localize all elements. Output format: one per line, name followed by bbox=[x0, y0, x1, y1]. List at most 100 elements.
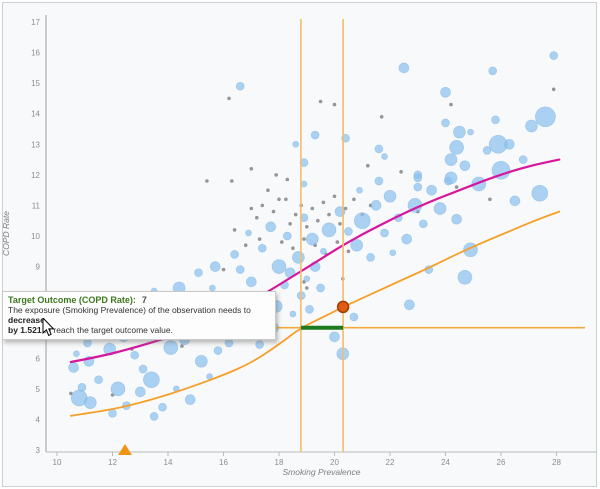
observation-bubble[interactable] bbox=[320, 247, 327, 255]
observation-bubble[interactable] bbox=[366, 253, 375, 262]
comparison-dot[interactable] bbox=[280, 240, 284, 244]
comparison-dot[interactable] bbox=[232, 228, 237, 232]
comparison-dot[interactable] bbox=[257, 237, 262, 241]
observation-bubble[interactable] bbox=[453, 125, 466, 139]
observation-bubble[interactable] bbox=[235, 81, 245, 91]
observation-bubble[interactable] bbox=[413, 173, 423, 183]
observation-bubble[interactable] bbox=[184, 394, 196, 405]
comparison-dot[interactable] bbox=[332, 194, 337, 199]
observation-bubble[interactable] bbox=[271, 259, 287, 274]
comparison-dot[interactable] bbox=[180, 344, 184, 348]
observation-bubble[interactable] bbox=[467, 128, 474, 136]
observation-bubble[interactable] bbox=[398, 62, 410, 74]
observation-bubble[interactable] bbox=[257, 243, 267, 253]
observation-bubble[interactable] bbox=[299, 158, 309, 167]
comparison-dot[interactable] bbox=[310, 206, 315, 211]
observation-bubble[interactable] bbox=[491, 115, 500, 125]
observation-bubble[interactable] bbox=[138, 364, 148, 374]
observation-bubble[interactable] bbox=[459, 160, 471, 172]
comparison-dot[interactable] bbox=[551, 87, 556, 92]
observation-bubble[interactable] bbox=[235, 265, 245, 274]
observation-bubble[interactable] bbox=[73, 350, 80, 358]
comparison-dot[interactable] bbox=[318, 99, 323, 104]
exposure-marker-triangle[interactable] bbox=[118, 444, 132, 455]
observation-bubble[interactable] bbox=[209, 261, 221, 272]
observation-bubble[interactable] bbox=[158, 402, 167, 412]
comparison-dot[interactable] bbox=[335, 240, 340, 244]
observation-bubble[interactable] bbox=[356, 186, 363, 194]
observation-bubble[interactable] bbox=[329, 331, 340, 343]
comparison-dot[interactable] bbox=[302, 237, 306, 241]
observation-bubble[interactable] bbox=[374, 144, 384, 154]
comparison-dot[interactable] bbox=[284, 197, 288, 202]
observation-bubble[interactable] bbox=[213, 346, 223, 355]
observation-bubble[interactable] bbox=[383, 189, 397, 203]
observation-bubble[interactable] bbox=[344, 227, 353, 236]
comparison-dot[interactable] bbox=[293, 212, 298, 217]
observation-bubble[interactable] bbox=[245, 276, 257, 288]
observation-bubble[interactable] bbox=[305, 305, 314, 314]
observation-bubble[interactable] bbox=[449, 140, 464, 155]
observation-bubble[interactable] bbox=[535, 106, 556, 128]
observation-bubble[interactable] bbox=[255, 340, 264, 349]
comparison-dot[interactable] bbox=[316, 218, 320, 223]
observation-bubble[interactable] bbox=[130, 350, 140, 360]
comparison-dot[interactable] bbox=[288, 222, 292, 226]
comparison-dot[interactable] bbox=[254, 215, 259, 220]
comparison-dot[interactable] bbox=[249, 206, 254, 211]
observation-bubble[interactable] bbox=[350, 238, 364, 252]
observation-bubble[interactable] bbox=[134, 386, 146, 398]
comparison-dot[interactable] bbox=[488, 197, 492, 202]
comparison-dot[interactable] bbox=[227, 96, 231, 101]
comparison-dot[interactable] bbox=[266, 188, 270, 192]
observation-bubble[interactable] bbox=[83, 338, 92, 348]
comparison-dot[interactable] bbox=[291, 246, 295, 250]
comparison-dot[interactable] bbox=[285, 177, 290, 182]
comparison-dot[interactable] bbox=[271, 209, 276, 214]
observation-bubble[interactable] bbox=[433, 202, 447, 215]
observation-bubble[interactable] bbox=[444, 153, 458, 166]
observation-bubble[interactable] bbox=[488, 134, 508, 154]
observation-bubble[interactable] bbox=[163, 340, 179, 355]
comparison-dot[interactable] bbox=[321, 200, 326, 205]
observation-bubble[interactable] bbox=[381, 153, 388, 160]
observation-bubble[interactable] bbox=[488, 66, 498, 76]
observation-bubble[interactable] bbox=[110, 381, 126, 397]
comparison-dot[interactable] bbox=[366, 163, 370, 168]
observation-bubble[interactable] bbox=[413, 182, 423, 192]
observation-bubble[interactable] bbox=[321, 222, 337, 238]
observation-bubble[interactable] bbox=[303, 275, 311, 283]
comparison-dot[interactable] bbox=[243, 243, 248, 247]
comparison-dot[interactable] bbox=[277, 197, 281, 202]
observation-bubble[interactable] bbox=[300, 180, 308, 188]
observation-bubble[interactable] bbox=[224, 338, 234, 348]
observation-bubble[interactable] bbox=[426, 184, 437, 196]
observation-bubble[interactable] bbox=[353, 212, 371, 230]
comparison-dot[interactable] bbox=[346, 249, 351, 254]
observation-bubble[interactable] bbox=[525, 119, 538, 133]
observation-bubble[interactable] bbox=[282, 231, 292, 241]
comparison-dot[interactable] bbox=[352, 197, 356, 202]
comparison-dot[interactable] bbox=[399, 170, 403, 174]
observation-bubble[interactable] bbox=[509, 195, 521, 207]
observation-bubble[interactable] bbox=[374, 176, 384, 186]
comparison-dot[interactable] bbox=[454, 185, 459, 189]
comparison-dot[interactable] bbox=[379, 115, 384, 119]
observation-bubble[interactable] bbox=[310, 130, 320, 140]
comparison-dot[interactable] bbox=[449, 102, 453, 107]
observation-bubble[interactable] bbox=[531, 184, 549, 202]
observation-bubble[interactable] bbox=[289, 310, 297, 318]
observation-bubble[interactable] bbox=[440, 86, 451, 98]
observation-bubble[interactable] bbox=[549, 51, 559, 60]
observation-bubble[interactable] bbox=[418, 219, 428, 229]
comparison-dot[interactable] bbox=[274, 173, 279, 177]
comparison-dot[interactable] bbox=[305, 286, 309, 290]
observation-bubble[interactable] bbox=[441, 118, 450, 128]
comparison-dot[interactable] bbox=[249, 167, 254, 171]
observation-bubble[interactable] bbox=[143, 371, 160, 389]
observation-bubble[interactable] bbox=[230, 250, 239, 259]
observation-bubble[interactable] bbox=[194, 268, 203, 278]
observation-bubble[interactable] bbox=[349, 312, 359, 322]
observation-bubble[interactable] bbox=[389, 249, 397, 257]
